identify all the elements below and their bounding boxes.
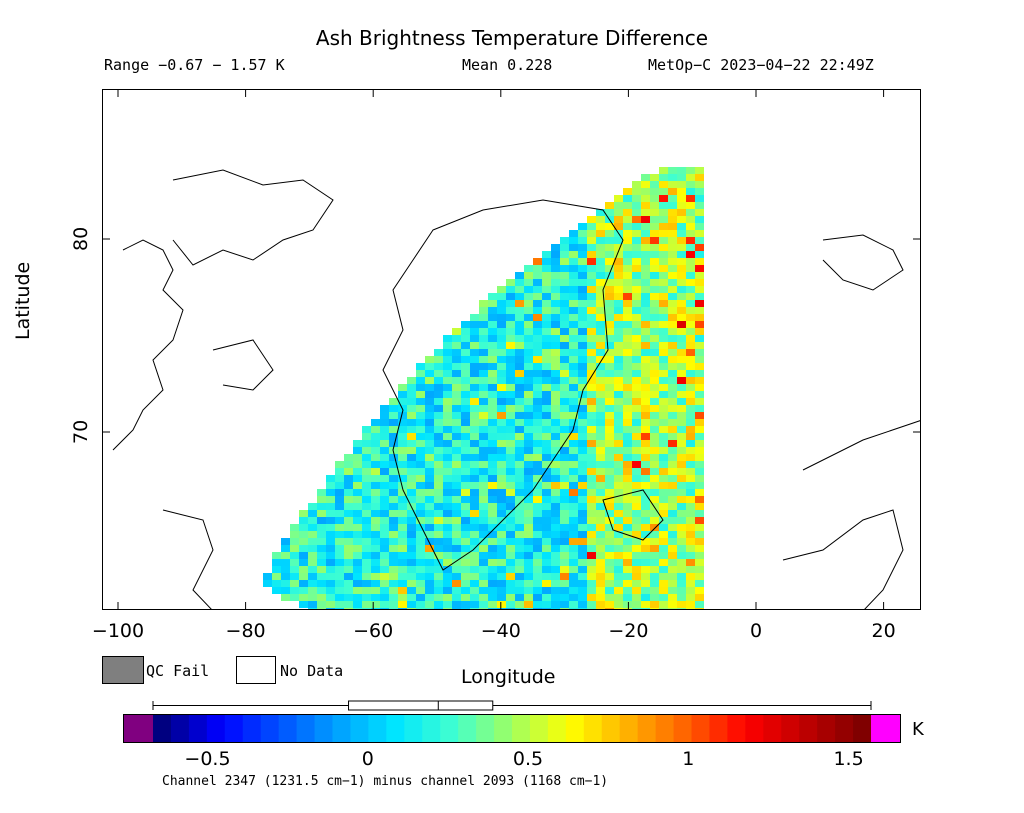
colorbar-segment: [817, 714, 836, 743]
colorbar-segment: [206, 714, 226, 743]
x-tick-label: −60: [353, 620, 394, 642]
colorbar-segment: [565, 714, 585, 743]
x-axis-label: Longitude: [461, 666, 556, 688]
colorbar-segment: [799, 714, 818, 743]
x-tick-label: −20: [608, 620, 649, 642]
colorbar-tick-label: 0: [361, 748, 374, 770]
heatmap-swath: [112, 167, 920, 609]
x-tick-label: −80: [225, 620, 266, 642]
x-tick-label: −100: [91, 620, 145, 642]
colorbar-segment: [404, 714, 423, 743]
colorbar-segment: [494, 714, 513, 743]
box-plot-iqr: [348, 700, 494, 711]
qc-fail-swatch: [102, 656, 144, 684]
colorbar-segment: [763, 714, 782, 743]
colorbar-segment: [835, 714, 854, 743]
colorbar-segment: [709, 714, 728, 743]
colorbar-tick-label: 1: [682, 748, 695, 770]
colorbar-segment: [422, 714, 441, 743]
colorbar-segment: [242, 714, 262, 743]
qc-fail-label: QC Fail: [146, 662, 210, 680]
colorbar-tick-label: −0.5: [184, 748, 231, 770]
colorbar-segment: [619, 714, 639, 743]
colorbar-segment: [727, 714, 746, 743]
colorbar-segment: [368, 714, 387, 743]
colorbar-segment: [332, 714, 351, 743]
colorbar-segment: [673, 714, 692, 743]
colorbar-segment: [655, 714, 675, 743]
colorbar-segment: [691, 714, 710, 743]
x-tick-label: 20: [871, 620, 896, 642]
colorbar-segment: [745, 714, 764, 743]
colorbar-segment: [278, 714, 298, 743]
channel-note: Channel 2347 (1231.5 cm−1) minus channel…: [162, 774, 609, 789]
colorbar-tick-label: 0.5: [512, 748, 544, 770]
map-plot-area: [102, 89, 921, 610]
colorbar-segment: [296, 714, 316, 743]
no-data-label: No Data: [280, 662, 344, 680]
y-tick-label: 80: [70, 226, 92, 251]
mean-text: Mean 0.228: [462, 56, 553, 74]
colorbar-tick-label: 1.5: [833, 748, 864, 770]
colorbar-segment: [224, 714, 244, 743]
colorbar-segment: [512, 714, 531, 743]
colorbar-segment: [781, 714, 800, 743]
satellite-time-text: MetOp−C 2023−04−22 22:49Z: [648, 56, 874, 74]
colorbar-segment: [260, 714, 280, 743]
range-text: Range −0.67 − 1.57 K: [104, 56, 285, 74]
colorbar-segment: [853, 714, 872, 743]
colorbar-segment: [637, 714, 657, 743]
chart-title: Ash Brightness Temperature Difference: [315, 26, 709, 50]
colorbar-segment: [547, 714, 567, 743]
colorbar-segment: [476, 714, 495, 743]
colorbar-unit: K: [912, 719, 924, 740]
no-data-swatch: [236, 656, 276, 684]
colorbar-segment: [188, 714, 208, 743]
colorbar-segment: [386, 714, 405, 743]
colorbar-segment: [458, 714, 477, 743]
x-tick-label: 0: [749, 620, 763, 642]
colorbar-segment: [529, 714, 549, 743]
colorbar-segment: [350, 714, 369, 743]
colorbar-under-swatch: [123, 714, 153, 743]
colorbar-segment: [440, 714, 459, 743]
colorbar-segment: [601, 714, 621, 743]
colorbar-segment: [153, 714, 172, 743]
colorbar-segment: [314, 714, 333, 743]
colorbar-box-plot: [152, 700, 872, 711]
x-tick-label: −40: [480, 620, 521, 642]
y-tick-label: 70: [70, 419, 92, 444]
colorbar-segment: [583, 714, 603, 743]
y-axis-label: Latitude: [12, 261, 34, 340]
colorbar-segment: [170, 714, 190, 743]
colorbar-over-swatch: [871, 714, 901, 743]
colorbar: [123, 714, 901, 743]
